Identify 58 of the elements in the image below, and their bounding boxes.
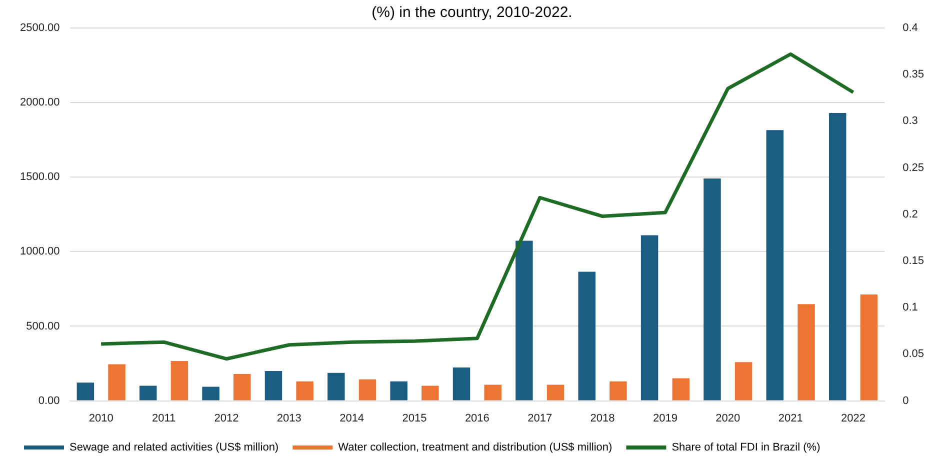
bar [234,374,251,400]
bar [390,381,408,400]
bar [546,384,564,400]
y2-tick-label: 0.05 [902,348,924,360]
bar [264,370,282,400]
y-tick-label: 500.00 [26,320,60,332]
legend-label: Sewage and related activities (US$ million) [70,442,279,454]
bar [422,386,439,400]
x-tick-label: 2010 [88,412,114,424]
y2-tick-label: 0.25 [902,162,924,174]
bar [328,372,345,400]
x-tick-label: 2020 [716,412,740,424]
x-tick-label: 2018 [590,412,615,424]
bar [484,384,502,400]
x-tick-label: 2013 [276,412,302,424]
bar [766,130,784,400]
y2-tick-label: 0.2 [902,208,918,220]
legend-label: Water collection, treatment and distribution (US$ million) [338,442,612,454]
bar [672,378,690,400]
bar [704,178,721,400]
x-tick-label: 2021 [778,412,803,424]
y2-tick-label: 0.1 [902,302,918,314]
bar [202,386,220,400]
y-tick-label: 2500.00 [20,22,60,34]
bar [516,240,533,400]
bar [640,235,658,400]
bar [578,272,596,400]
bar [296,381,314,400]
y2-tick-label: 0 [902,394,909,407]
y2-tick-label: 0.4 [902,22,918,34]
y-tick-label: 1000.00 [20,246,60,258]
x-tick-label: 2017 [528,412,552,424]
y-tick-label: 2000.00 [20,96,60,109]
chart-title: (%) in the country, 2010-2022. [372,4,572,22]
bar [170,360,188,400]
y2-tick-label: 0.15 [902,255,924,268]
x-tick-label: 2016 [464,412,490,424]
legend-label: Share of total FDI in Brazil (%) [672,442,820,454]
x-tick-label: 2014 [340,412,364,424]
bar [76,382,94,400]
y-tick-label: 0.00 [38,394,60,407]
y-tick-label: 1500.00 [20,171,60,184]
x-tick-label: 2015 [402,412,427,424]
y2-tick-label: 0.35 [902,68,924,81]
bar [610,381,627,400]
bar [798,304,815,400]
x-tick-label: 2019 [652,412,678,424]
x-tick-label: 2012 [214,412,239,424]
bar [828,113,846,400]
x-tick-label: 2011 [152,412,176,424]
bar [358,379,376,400]
y2-tick-label: 0.3 [902,115,918,128]
x-tick-label: 2022 [841,412,866,424]
bar [452,368,470,400]
bar [734,362,752,400]
bar [108,364,126,400]
bar [139,386,157,400]
bar [860,294,878,400]
